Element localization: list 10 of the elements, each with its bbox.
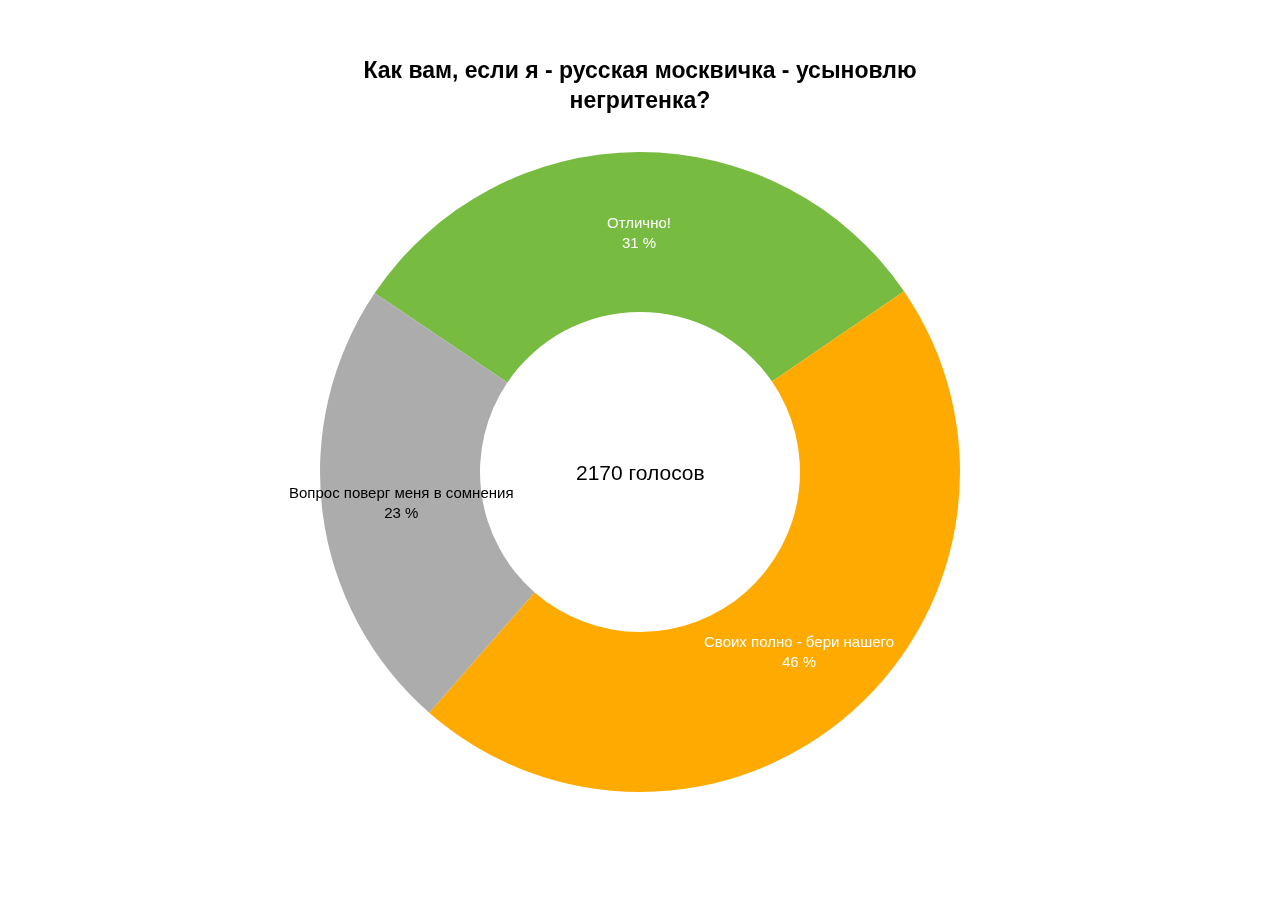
slice-label: Отлично! xyxy=(607,214,671,231)
chart-title: Как вам, если я - русская москвичка - усыновлю негритенка? xyxy=(363,57,917,113)
donut-slice xyxy=(374,152,905,383)
data-label: 23 % xyxy=(384,503,419,521)
text: 2170 голосов xyxy=(576,461,705,484)
data-label: 46 % xyxy=(781,652,817,670)
slice-label: Вопрос поверг меня в сомнения xyxy=(289,484,514,501)
data-label: 31 % xyxy=(621,233,657,251)
donut-slice xyxy=(429,291,960,792)
slice-label: Своих полно - бери нашего xyxy=(704,633,895,650)
